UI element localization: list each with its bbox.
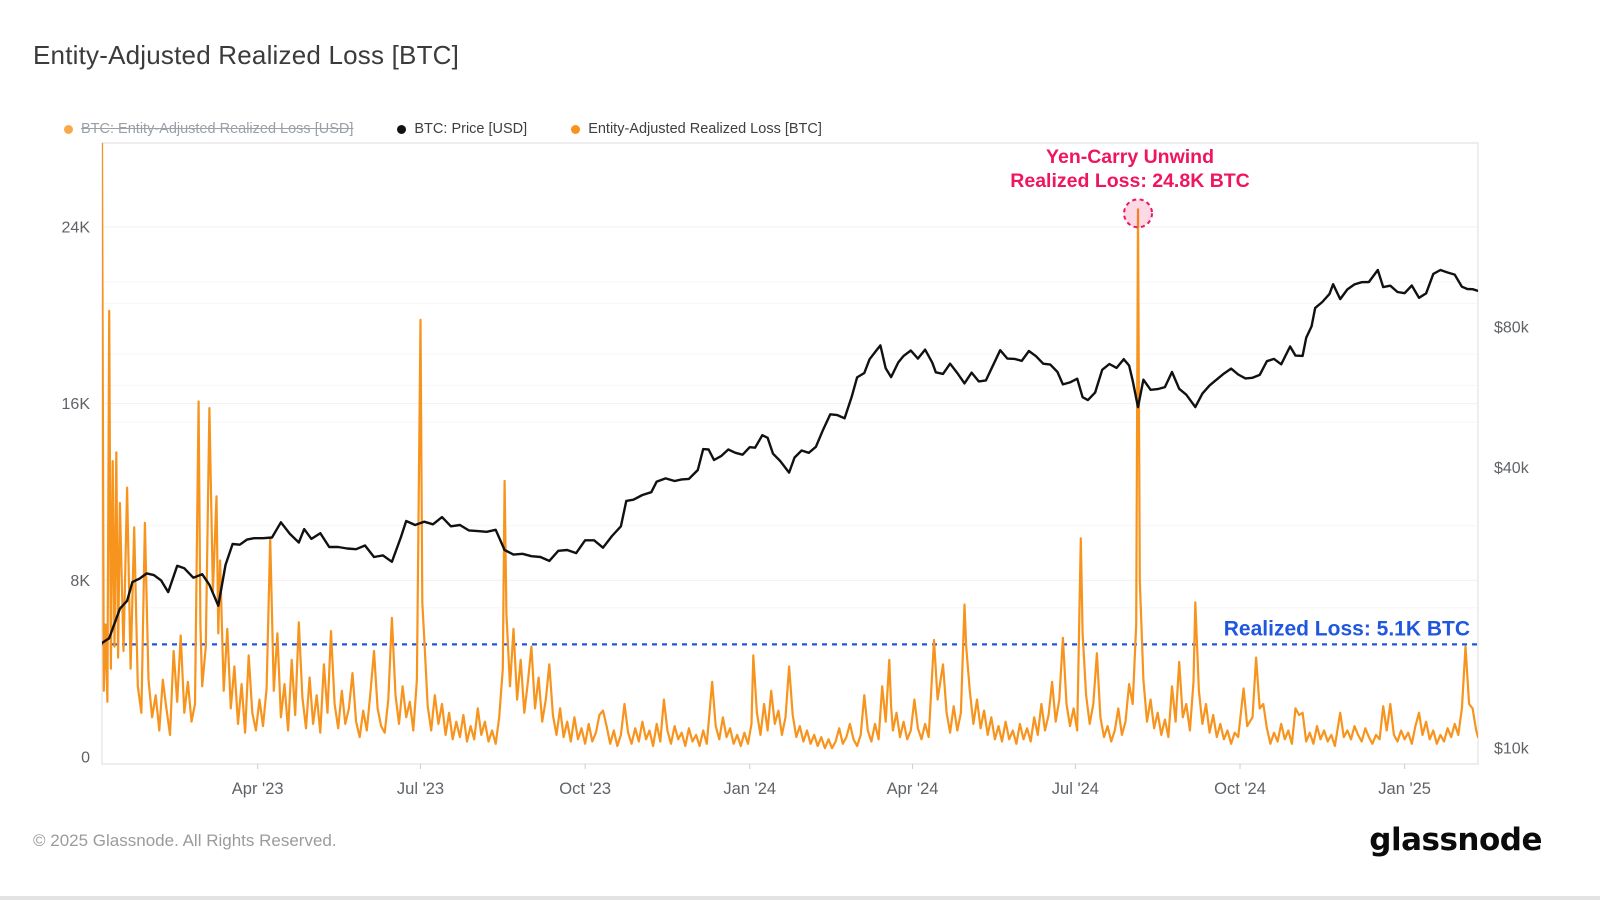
loss-series-line [102,143,1478,750]
glassnode-logo[interactable]: glassnode [1369,822,1542,858]
series-marker-orange-dot-icon [571,124,581,134]
x-axis-tick-label: Oct '23 [559,780,611,798]
x-axis-tick-label: Oct '24 [1214,780,1266,798]
legend-item-btc-price[interactable]: BTC: Price [USD] [397,121,527,137]
legend-item-realized-loss-btc[interactable]: Entity-Adjusted Realized Loss [BTC] [571,121,822,137]
reference-line-label: Realized Loss: 5.1K BTC [1224,617,1470,640]
price-series-line [102,268,1478,645]
yen-carry-annotation-line1: Yen-Carry Unwind [1046,146,1214,168]
left-axis-tick-label: 24K [62,220,91,237]
chart-legend: BTC: Entity-Adjusted Realized Loss [USD]… [64,121,866,137]
yen-carry-highlight-circle[interactable] [1123,198,1154,229]
x-axis-tick-label: Jan '24 [723,780,776,798]
chart-canvas[interactable]: Apr '23 Jul '23 Oct '23 Jan '24 Apr '24 Jul '… [0,0,1600,815]
chart-area: Apr '23 Jul '23 Oct '23 Jan '24 Apr '24 Jul '… [0,0,1600,815]
series-marker-black-dot-icon [397,124,407,134]
yen-carry-annotation-line2: Realized Loss: 24.8K BTC [1010,170,1249,192]
right-axis-tick-label: $80k [1494,320,1530,337]
x-axis-tick-label: Jul '24 [1052,780,1099,798]
series-marker-orange-dot-icon [64,124,73,134]
left-axis-tick-label: 8K [70,573,90,590]
right-axis-tick-label: $40k [1494,460,1530,477]
left-axis-tick-label: 16K [62,396,91,413]
x-axis-tick-label: Jan '25 [1378,780,1431,798]
copyright-text: © 2025 Glassnode. All Rights Reserved. [33,831,337,850]
left-axis-tick-label: 0 [81,750,90,767]
x-axis-tick-label: Apr '24 [887,780,939,798]
x-axis-tick-label: Apr '23 [232,780,284,798]
chart-title: Entity-Adjusted Realized Loss [BTC] [33,40,460,70]
x-axis-tick-label: Jul '23 [397,780,444,798]
right-axis-tick-label: $10k [1494,741,1530,758]
legend-label: Entity-Adjusted Realized Loss [BTC] [588,121,822,137]
bottom-edge-divider [0,896,1600,900]
legend-label: BTC: Price [USD] [414,121,528,137]
legend-item-realized-loss-usd[interactable]: BTC: Entity-Adjusted Realized Loss [USD] [64,121,353,137]
legend-label: BTC: Entity-Adjusted Realized Loss [USD] [81,121,354,137]
